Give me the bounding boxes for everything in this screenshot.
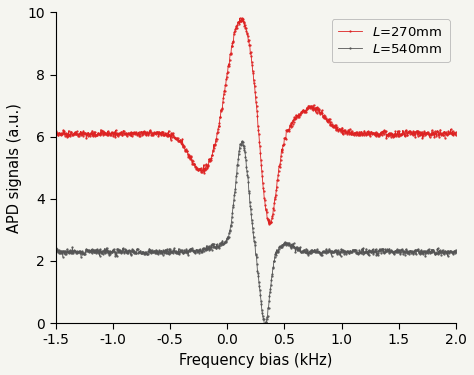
$L$=540mm [199, 250, 204, 254]
Line: $L$=540mm: $L$=540mm [55, 141, 457, 326]
$L$=270mm [239, 16, 245, 20]
$L$=540mm [53, 249, 58, 254]
$L$=540mm [239, 139, 245, 144]
$L$=270mm [143, 131, 149, 135]
$L$=270mm [266, 221, 272, 226]
$L$=540mm [337, 250, 343, 254]
$L$=540mm [262, 323, 267, 328]
$L$=270mm [337, 128, 343, 132]
$L$=270mm [149, 131, 155, 136]
$L$=540mm [143, 250, 149, 255]
$L$=540mm [149, 249, 155, 254]
$L$=540mm [163, 251, 169, 255]
Legend: $L$=270mm, $L$=540mm: $L$=270mm, $L$=540mm [332, 19, 449, 62]
$L$=270mm [199, 170, 204, 174]
$L$=270mm [163, 133, 169, 138]
$L$=270mm [53, 129, 58, 133]
$L$=270mm [453, 130, 459, 135]
$L$=270mm [327, 123, 333, 128]
Line: $L$=270mm: $L$=270mm [55, 17, 457, 224]
$L$=540mm [453, 248, 459, 252]
Y-axis label: APD signals (a.u.): APD signals (a.u.) [7, 103, 22, 233]
X-axis label: Frequency bias (kHz): Frequency bias (kHz) [179, 353, 333, 368]
$L$=540mm [327, 249, 333, 253]
